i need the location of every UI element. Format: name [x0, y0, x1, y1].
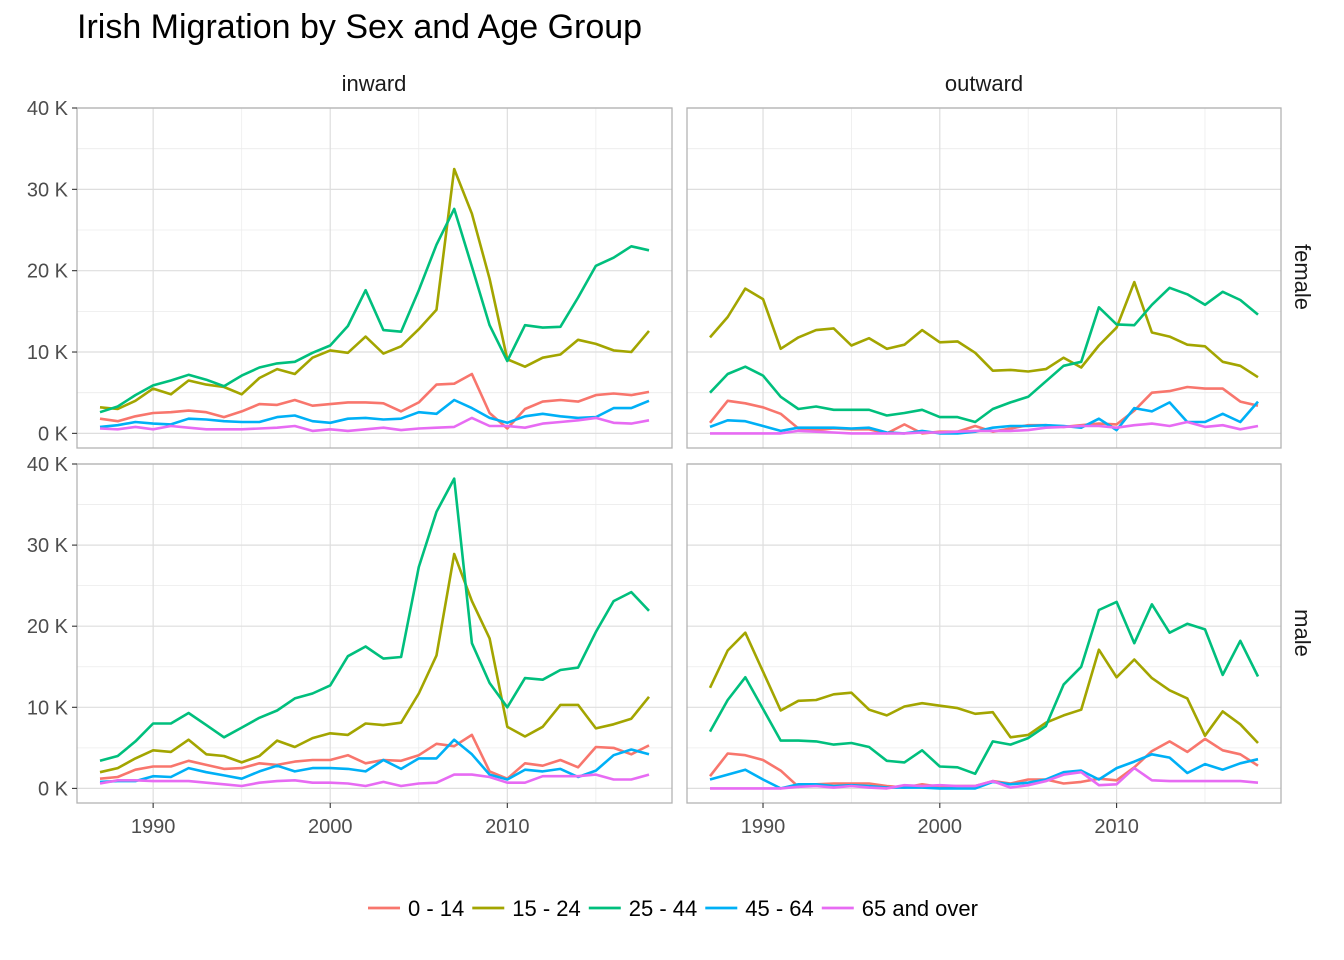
- series-line: [99, 773, 650, 788]
- x-tick-label: 2000: [918, 816, 963, 838]
- y-tick-label: 30 K: [27, 535, 69, 557]
- panel-border: [686, 463, 1282, 804]
- panel-border: [686, 107, 1282, 449]
- panel-outward-male: 1990 2000 2010: [686, 463, 1282, 838]
- y-tick-label: 20 K: [27, 261, 69, 283]
- y-tick-label: 30 K: [27, 179, 69, 201]
- x-tick-label: 2010: [485, 816, 530, 838]
- legend-label: 45 - 64: [745, 896, 814, 921]
- panel-border: [76, 463, 673, 804]
- chart-title: Irish Migration by Sex and Age Group: [77, 8, 642, 46]
- x-tick-label: 2000: [308, 816, 353, 838]
- series-line: [710, 766, 1259, 790]
- series-line: [99, 733, 650, 781]
- y-tick-label: 40 K: [27, 98, 69, 120]
- panel-inward-female: 0 K 10 K 20 K 30 K 40 K: [27, 98, 673, 449]
- y-tick-label: 10 K: [27, 342, 69, 364]
- facet-label-female: female: [1290, 244, 1315, 310]
- legend-label: 65 and over: [862, 896, 978, 921]
- legend-item: 45 - 64: [705, 896, 814, 921]
- series-line: [708, 600, 1260, 776]
- facet-label-outward: outward: [945, 71, 1023, 96]
- series-line: [709, 752, 1259, 790]
- series-line: [99, 552, 651, 774]
- legend-item: 65 and over: [821, 896, 978, 921]
- series-line: [709, 286, 1259, 424]
- y-tick-label: 0 K: [38, 778, 69, 800]
- series-line: [709, 280, 1259, 379]
- series-line: [99, 416, 650, 433]
- series-line: [99, 207, 650, 414]
- legend: 0 - 14 15 - 24 25 - 44 45 - 64 65 and over: [368, 896, 978, 921]
- panel-background: [77, 108, 672, 448]
- y-tick-label: 0 K: [38, 423, 69, 445]
- legend-item: 0 - 14: [368, 896, 464, 921]
- panel-background: [77, 464, 672, 803]
- panel-background: [687, 464, 1281, 803]
- panels-layer: 0 K 10 K 20 K 30 K 40 K 0 K 10 K 20 K 30 K 40 K 19…: [27, 98, 1282, 838]
- legend-label: 15 - 24: [512, 896, 581, 921]
- panel-inward-male: 0 K 10 K 20 K 30 K 40 K 1990 2000 2010: [27, 454, 673, 838]
- series-line: [99, 477, 650, 763]
- series-line: [99, 167, 650, 411]
- legend-label: 25 - 44: [629, 896, 698, 921]
- y-tick-label: 10 K: [27, 697, 69, 719]
- y-tick-label: 40 K: [27, 454, 69, 476]
- series-line: [708, 631, 1259, 744]
- y-tick-label: 20 K: [27, 616, 69, 638]
- legend-label: 0 - 14: [408, 896, 464, 921]
- x-tick-label: 1990: [131, 816, 176, 838]
- legend-item: 25 - 44: [588, 896, 698, 921]
- panel-outward-female: [686, 107, 1282, 449]
- panel-background: [687, 108, 1281, 448]
- series-line: [710, 420, 1259, 435]
- series-line: [99, 372, 650, 430]
- series-line: [99, 398, 650, 429]
- x-tick-label: 2010: [1094, 816, 1139, 838]
- facet-label-male: male: [1290, 609, 1315, 657]
- x-tick-label: 1990: [741, 816, 786, 838]
- series-line: [99, 738, 650, 784]
- facet-label-inward: inward: [342, 71, 407, 96]
- legend-item: 15 - 24: [472, 896, 581, 921]
- panel-border: [76, 107, 673, 449]
